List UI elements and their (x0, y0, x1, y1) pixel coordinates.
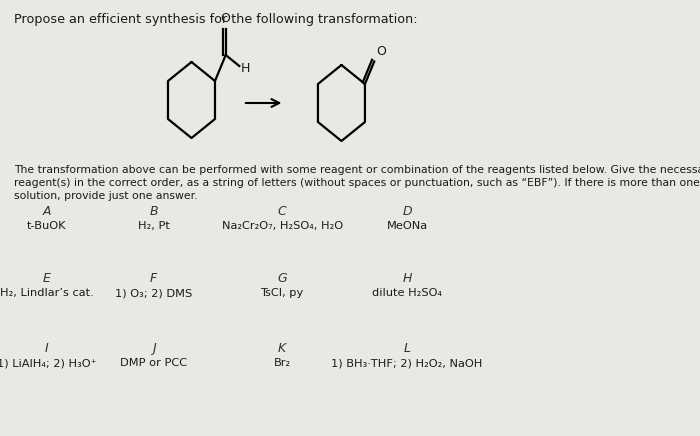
Text: E: E (43, 272, 50, 285)
Text: 1) O₃; 2) DMS: 1) O₃; 2) DMS (115, 288, 193, 298)
Text: I: I (45, 342, 48, 355)
Text: DMP or PCC: DMP or PCC (120, 358, 187, 368)
Text: K: K (278, 342, 286, 355)
Text: G: G (277, 272, 287, 285)
Text: H: H (402, 272, 412, 285)
Text: Propose an efficient synthesis for the following transformation:: Propose an efficient synthesis for the f… (15, 13, 418, 26)
Text: F: F (150, 272, 158, 285)
Text: reagent(s) in the correct order, as a string of letters (without spaces or punct: reagent(s) in the correct order, as a st… (15, 178, 700, 188)
Text: B: B (149, 205, 158, 218)
Text: H₂, Lindlar’s cat.: H₂, Lindlar’s cat. (0, 288, 93, 298)
Text: L: L (404, 342, 411, 355)
Text: D: D (402, 205, 412, 218)
Text: solution, provide just one answer.: solution, provide just one answer. (15, 191, 198, 201)
Text: t-BuOK: t-BuOK (27, 221, 66, 231)
Text: 1) LiAlH₄; 2) H₃O⁺: 1) LiAlH₄; 2) H₃O⁺ (0, 358, 97, 368)
Text: dilute H₂SO₄: dilute H₂SO₄ (372, 288, 442, 298)
Text: TsCl, py: TsCl, py (260, 288, 304, 298)
Text: H: H (241, 61, 250, 75)
Text: J: J (152, 342, 155, 355)
Text: 1) BH₃·THF; 2) H₂O₂, NaOH: 1) BH₃·THF; 2) H₂O₂, NaOH (332, 358, 483, 368)
Text: C: C (278, 205, 286, 218)
Text: O: O (220, 12, 230, 25)
Text: The transformation above can be performed with some reagent or combination of th: The transformation above can be performe… (15, 165, 700, 175)
Text: A: A (42, 205, 51, 218)
Text: Na₂Cr₂O₇, H₂SO₄, H₂O: Na₂Cr₂O₇, H₂SO₄, H₂O (222, 221, 343, 231)
Text: H₂, Pt: H₂, Pt (138, 221, 169, 231)
Text: MeONa: MeONa (386, 221, 428, 231)
Text: O: O (377, 45, 386, 58)
Text: Br₂: Br₂ (274, 358, 290, 368)
